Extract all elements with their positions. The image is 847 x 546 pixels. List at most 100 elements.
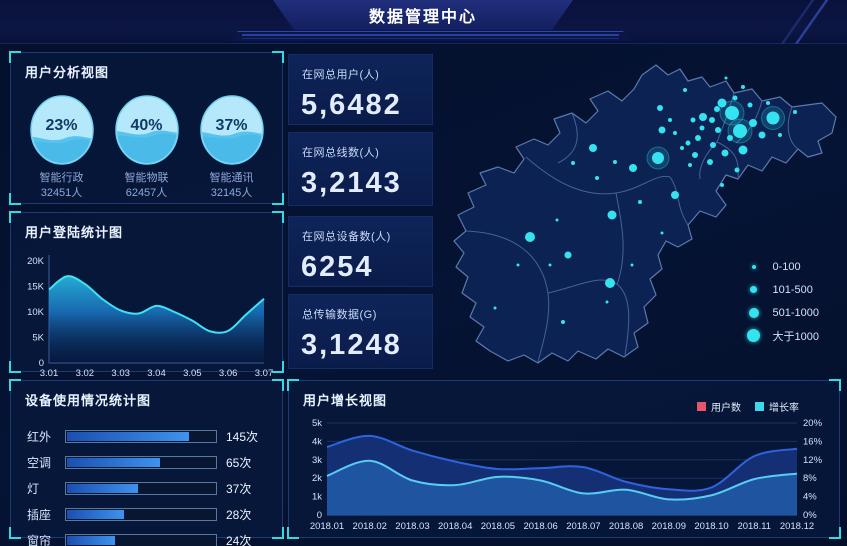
legend-swatch — [697, 402, 706, 411]
page-title: 数据管理中心 — [368, 9, 477, 26]
panel-title: 用户分析视图 — [25, 65, 110, 80]
corner-bracket — [9, 379, 21, 391]
bar-track — [65, 455, 217, 469]
map-dot — [629, 164, 637, 172]
device-bar-row: 插座 28次 — [27, 501, 266, 527]
bar-value: 145次 — [226, 429, 259, 444]
bar-fill — [67, 535, 115, 545]
map-dot — [766, 101, 770, 105]
stat-card-value: 6254 — [301, 251, 374, 283]
map-dot — [555, 218, 559, 222]
gauge-comm: 37% 智能通讯 32145人 — [194, 93, 270, 201]
map-dot — [561, 320, 565, 324]
map-dot — [709, 117, 715, 123]
bar-label: 红外 — [27, 429, 52, 444]
corner-bracket — [272, 193, 284, 205]
map-dot — [793, 110, 797, 114]
liquid-gauge — [112, 93, 182, 167]
corner-bracket — [272, 527, 284, 539]
bar-value: 28次 — [226, 507, 252, 522]
growth-area-chart[interactable] — [295, 413, 833, 539]
bar-track — [65, 507, 217, 521]
gauge-admin: 23% 智能行政 32451人 — [24, 93, 100, 201]
panel-title: 用户登陆统计图 — [25, 225, 124, 240]
legend-dot — [748, 307, 759, 318]
corner-bracket — [272, 361, 284, 373]
stat-card-total-devices: 在网总设备数(人) 6254 — [288, 216, 433, 287]
header-base-decoration — [228, 31, 633, 41]
map-dot — [605, 300, 609, 304]
map-dot — [699, 113, 707, 121]
corner-bracket — [9, 51, 21, 63]
map-dot — [717, 98, 727, 108]
device-bar-row: 窗帘 24次 — [27, 527, 266, 546]
stat-card-label: 在网总用户(人) — [302, 69, 380, 81]
map-dot — [652, 152, 664, 164]
corner-bracket — [272, 51, 284, 63]
map-dot — [564, 251, 572, 259]
map-dot — [595, 176, 599, 180]
corner-bracket — [287, 379, 299, 391]
corner-bracket — [9, 361, 21, 373]
map-dot — [749, 119, 757, 127]
gauge-label: 智能物联 — [124, 172, 169, 184]
legend-item-users[interactable]: 用户数 — [697, 399, 741, 414]
corner-bracket — [9, 211, 21, 223]
legend-label: 大于1000 — [772, 330, 819, 343]
legend-label: 0-100 — [772, 260, 801, 273]
map-dot — [692, 152, 698, 158]
gauge-percent: 23% — [45, 117, 78, 134]
login-area-chart[interactable] — [19, 247, 274, 385]
device-bar-chart: 红外 145次 空调 65次 灯 37次 插座 28次 窗帘 — [11, 409, 282, 546]
map-dot — [720, 183, 724, 187]
corner-bracket — [272, 379, 284, 391]
legend-dot — [750, 286, 757, 293]
gauge-row: 23% 智能行政 32451人 40% 智能物联 62457人 — [11, 81, 282, 201]
legend-label: 101-500 — [772, 283, 813, 296]
gauge-label: 智能通讯 — [209, 172, 254, 184]
header-title-plate: 数据管理中心 — [273, 0, 573, 30]
bar-fill — [67, 509, 124, 519]
map-dot — [589, 144, 597, 152]
gauge-label: 智能行政 — [39, 172, 84, 184]
stat-card-value: 3,1248 — [301, 329, 402, 361]
panel-device-usage: 设备使用情况统计图 红外 145次 空调 65次 灯 37次 插座 28次 — [9, 379, 284, 546]
legend-dot — [751, 264, 756, 269]
map-legend-item[interactable]: 101-500 — [745, 278, 820, 301]
growth-chart-legend: 用户数 增长率 — [697, 399, 799, 414]
map-dot — [747, 102, 753, 108]
header-slash-decoration — [794, 0, 829, 44]
panel-user-analysis: 用户分析视图 23% 智能行政 32451人 40% — [9, 51, 284, 205]
map-dot — [671, 191, 679, 199]
region-map: 0-100 101-500 501-1000 大于1000 — [430, 45, 847, 375]
map-dot — [683, 88, 687, 92]
map-dot — [657, 105, 663, 111]
map-legend-item[interactable]: 501-1000 — [745, 301, 820, 324]
panel-login-stats: 用户登陆统计图 — [9, 211, 284, 385]
map-dot — [710, 142, 716, 148]
map-dot — [732, 95, 738, 101]
map-dot — [758, 131, 766, 139]
legend-label: 501-1000 — [772, 306, 820, 319]
gauge-iot: 40% 智能物联 62457人 — [109, 93, 185, 201]
legend-item-growth-rate[interactable]: 增长率 — [755, 399, 799, 414]
corner-bracket — [287, 527, 299, 539]
liquid-gauge — [197, 93, 267, 167]
stat-card-total-data: 总传输数据(G) 3,1248 — [288, 294, 433, 369]
map-svg[interactable] — [430, 45, 847, 375]
bar-track — [65, 429, 217, 443]
map-dot — [778, 133, 782, 137]
map-dot — [638, 200, 642, 204]
panel-title: 用户增长视图 — [303, 393, 388, 408]
map-dot — [516, 263, 520, 267]
map-dot — [741, 85, 745, 89]
gauge-percent: 37% — [215, 117, 248, 134]
map-dot — [715, 127, 721, 133]
map-dot — [525, 232, 535, 242]
map-legend-item[interactable]: 大于1000 — [745, 324, 820, 347]
map-dot — [695, 135, 701, 141]
map-dot — [733, 124, 747, 138]
map-dot — [734, 167, 740, 173]
panel-user-growth: 用户增长视图 用户数 增长率 — [287, 379, 841, 539]
map-legend-item[interactable]: 0-100 — [745, 255, 820, 278]
